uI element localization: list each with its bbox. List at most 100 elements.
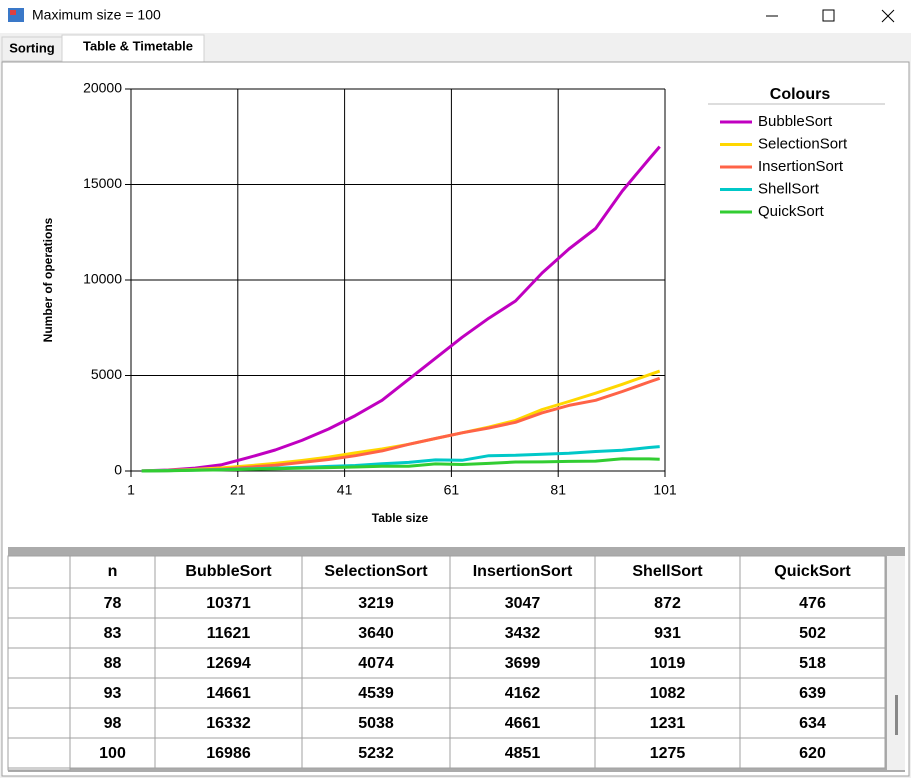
- cell-text: 93: [104, 685, 122, 702]
- y-tick-label: 15000: [83, 175, 122, 191]
- table-cell: [449, 707, 596, 739]
- cell-text: 872: [654, 595, 681, 612]
- cell-text: 16332: [206, 715, 251, 732]
- tab-label[interactable]: Table & Timetable: [83, 38, 193, 53]
- table-cell: [449, 677, 596, 709]
- cell-text: 16986: [206, 745, 251, 762]
- close-button[interactable]: [881, 9, 895, 23]
- legend-label: BubbleSort: [758, 113, 833, 130]
- table-cell: [594, 587, 741, 619]
- table-cell: [739, 587, 886, 619]
- column-header: InsertionSort: [473, 563, 573, 580]
- x-tick-label: 61: [444, 482, 460, 498]
- table-cell: [69, 677, 156, 709]
- legend-label: InsertionSort: [758, 158, 844, 175]
- y-tick-label: 20000: [83, 80, 122, 96]
- table-cell: [594, 737, 741, 769]
- table-cell: [69, 587, 156, 619]
- cell-text: 3047: [505, 595, 541, 612]
- table-cell: [154, 647, 303, 679]
- header-cell: [449, 555, 596, 589]
- column-header: ShellSort: [632, 563, 703, 580]
- window-title: Maximum size = 100: [32, 7, 161, 23]
- column-header: QuickSort: [774, 563, 851, 580]
- cell-text: 634: [799, 715, 826, 732]
- cell-text: 4851: [505, 745, 541, 762]
- app-icon-part: [10, 10, 16, 15]
- cell-text: 3640: [358, 625, 394, 642]
- table-cell: [301, 647, 451, 679]
- tab-active[interactable]: [61, 34, 205, 63]
- column-header: BubbleSort: [185, 563, 272, 580]
- maximize-button[interactable]: [822, 9, 835, 22]
- column-header: n: [108, 563, 118, 580]
- table-cell: [154, 677, 303, 709]
- cell-text: 5232: [358, 745, 394, 762]
- y-tick-label: 0: [114, 462, 122, 478]
- table-cell: [594, 707, 741, 739]
- row-header-col: [7, 587, 71, 771]
- table-cell: [301, 737, 451, 769]
- legend-label: QuickSort: [758, 203, 825, 220]
- cell-text: 4162: [505, 685, 541, 702]
- y-axis-label: Number of operations: [41, 217, 55, 342]
- table-cell: [301, 707, 451, 739]
- table-cell: [449, 647, 596, 679]
- cell-text: 3219: [358, 595, 394, 612]
- cell-text: 518: [799, 655, 826, 672]
- scrollbar[interactable]: [887, 556, 905, 770]
- cell-text: 83: [104, 625, 122, 642]
- tab[interactable]: [1, 36, 63, 62]
- series-line: [141, 457, 660, 473]
- title-bar: [0, 0, 911, 33]
- tab-label[interactable]: Sorting: [9, 40, 55, 55]
- legend-label: ShellSort: [758, 180, 820, 197]
- cell-text: 1082: [650, 685, 686, 702]
- cell-text: 98: [104, 715, 122, 732]
- cell-text: 10371: [206, 595, 251, 612]
- table-cell: [301, 617, 451, 649]
- cell-text: 3432: [505, 625, 541, 642]
- table-cell: [154, 737, 303, 769]
- table-cell: [69, 707, 156, 739]
- y-tick-label: 5000: [91, 366, 122, 382]
- cell-text: 1231: [650, 715, 686, 732]
- cell-text: 502: [799, 625, 826, 642]
- table-cell: [69, 737, 156, 769]
- cell-text: 100: [99, 745, 126, 762]
- table-cell: [69, 617, 156, 649]
- cell-text: 88: [104, 655, 122, 672]
- cell-text: 639: [799, 685, 826, 702]
- cell-text: 78: [104, 595, 122, 612]
- table-cell: [739, 707, 886, 739]
- cell-text: 3699: [505, 655, 541, 672]
- scrollbar-thumb[interactable]: [895, 695, 898, 735]
- cell-text: 14661: [206, 685, 251, 702]
- series-line: [141, 145, 661, 473]
- header-cell: [69, 555, 156, 589]
- cell-text: 1275: [650, 745, 686, 762]
- x-tick-label: 41: [337, 482, 353, 498]
- cell-text: 1019: [650, 655, 686, 672]
- cell-text: 476: [799, 595, 826, 612]
- legend-label: SelectionSort: [758, 135, 848, 152]
- table-cell: [301, 587, 451, 619]
- table-cell: [739, 677, 886, 709]
- x-tick-label: 81: [550, 482, 566, 498]
- header-cell: [154, 555, 303, 589]
- header-cell: [594, 555, 741, 589]
- table-cell: [739, 737, 886, 769]
- header-cell: [301, 555, 451, 589]
- cell-text: 4074: [358, 655, 394, 672]
- y-tick-label: 10000: [83, 271, 122, 287]
- legend-title: Colours: [770, 86, 831, 103]
- cell-text: 12694: [206, 655, 251, 672]
- x-tick-label: 21: [230, 482, 246, 498]
- cell-text: 4661: [505, 715, 541, 732]
- cell-text: 11621: [207, 625, 251, 642]
- cell-text: 620: [799, 745, 826, 762]
- x-tick-label: 101: [653, 482, 677, 498]
- cell-text: 931: [654, 625, 681, 642]
- table-cell: [154, 707, 303, 739]
